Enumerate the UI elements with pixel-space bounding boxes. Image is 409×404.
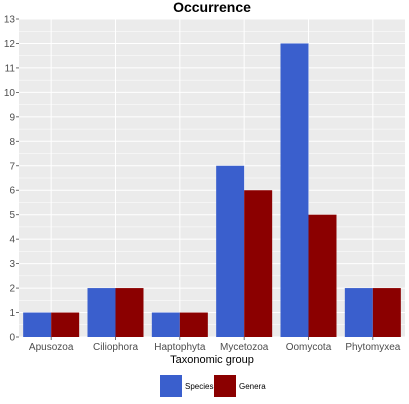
legend-label-species: Species bbox=[185, 382, 213, 391]
bar-species-ciliophora bbox=[87, 288, 116, 337]
bar-genera-ciliophora bbox=[115, 288, 144, 337]
x-tick-label: Mycetozoa bbox=[220, 342, 269, 353]
x-axis: Apusozoa Ciliophora Haptophyta Mycetozoa Oom… bbox=[29, 337, 401, 353]
y-tick-label: 9 bbox=[9, 112, 15, 123]
bar-group bbox=[23, 43, 401, 337]
y-tick-label: 0 bbox=[9, 333, 15, 344]
chart-title: Occurrence bbox=[173, 0, 251, 15]
y-tick-label: 6 bbox=[9, 186, 15, 197]
y-tick-label: 13 bbox=[4, 15, 16, 26]
x-tick-label: Apusozoa bbox=[29, 342, 74, 353]
legend-swatch-species bbox=[160, 375, 182, 397]
y-tick-label: 2 bbox=[9, 284, 15, 295]
bar-genera-apusozoa bbox=[51, 312, 80, 337]
bar-species-phytomyxea bbox=[344, 288, 373, 337]
bar-species-oomycota bbox=[280, 43, 309, 337]
y-tick-label: 10 bbox=[4, 88, 16, 99]
y-tick-label: 8 bbox=[9, 137, 15, 148]
y-tick-label: 12 bbox=[4, 39, 16, 50]
bar-genera-oomycota bbox=[308, 214, 337, 337]
legend-swatch-genera bbox=[214, 375, 236, 397]
y-tick-label: 11 bbox=[5, 63, 16, 74]
plot-panel bbox=[19, 18, 405, 338]
bar-species-haptophyta bbox=[151, 312, 180, 337]
bar-genera-haptophyta bbox=[179, 312, 208, 337]
legend-label-genera: Genera bbox=[239, 382, 266, 391]
bar-species-apusozoa bbox=[23, 312, 52, 337]
x-tick-label: Oomycota bbox=[286, 342, 332, 353]
bar-species-mycetozoa bbox=[216, 165, 245, 337]
y-tick-label: 4 bbox=[9, 235, 15, 246]
x-tick-label: Phytomyxea bbox=[345, 342, 400, 353]
bar-genera-mycetozoa bbox=[244, 190, 273, 337]
y-tick-label: 5 bbox=[9, 210, 15, 221]
y-tick-label: 1 bbox=[9, 308, 15, 319]
y-tick-label: 7 bbox=[9, 161, 15, 172]
y-tick-label: 3 bbox=[9, 259, 15, 270]
legend: Species Genera bbox=[155, 372, 266, 400]
x-tick-label: Haptophyta bbox=[154, 342, 206, 353]
x-axis-title: Taxonomic group bbox=[170, 354, 254, 366]
x-tick-label: Ciliophora bbox=[93, 342, 138, 353]
bar-genera-phytomyxea bbox=[372, 288, 401, 337]
